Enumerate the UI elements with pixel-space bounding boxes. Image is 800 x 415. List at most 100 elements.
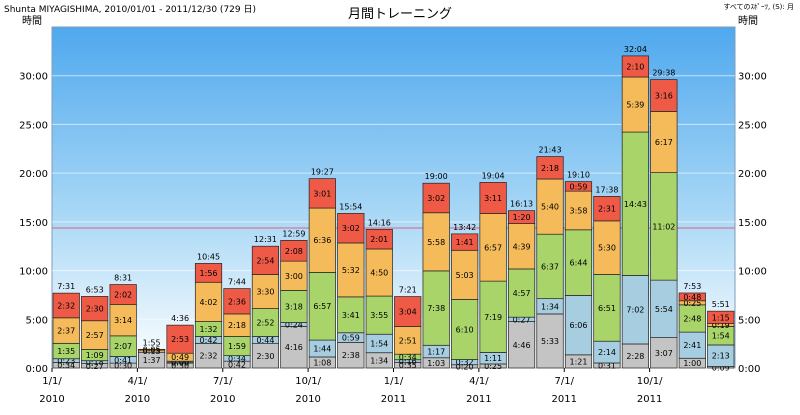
- sport-filter-label: すべてのｽﾎﾟｰﾂ, (S): 月: [723, 3, 794, 11]
- segment-label: 4:50: [370, 269, 388, 278]
- segment-label: 2:32: [57, 301, 75, 310]
- x-tick-label: 1/1/: [42, 376, 62, 387]
- bar-segment: [337, 341, 365, 369]
- bar-segment: [479, 213, 507, 282]
- segment-label: 1:11: [484, 354, 502, 363]
- segment-label: 6:57: [313, 302, 331, 311]
- bar-segment: [109, 303, 137, 337]
- bar-segment: [251, 343, 280, 369]
- segment-label: 2:57: [86, 331, 104, 340]
- bar-segment: [564, 190, 593, 231]
- bar-segment: [650, 111, 678, 174]
- segment-label: 2:37: [57, 327, 75, 336]
- segment-label: 5:39: [626, 101, 644, 110]
- y-tick-label-right: 25:00: [738, 120, 767, 131]
- segment-label: 5:30: [598, 244, 616, 253]
- chart-title: 月間トレーニング: [347, 7, 452, 22]
- segment-label: 2:08: [285, 247, 303, 256]
- segment-label: 0:34: [57, 361, 75, 370]
- x-tick-year: 2010: [39, 394, 64, 405]
- segment-label: 0:31: [598, 361, 616, 370]
- segment-label: 0:59: [569, 182, 587, 191]
- segment-label: 3:58: [569, 206, 587, 215]
- segment-label: 0:18: [86, 358, 104, 367]
- segment-label: 1:34: [541, 302, 559, 311]
- bar-segment: [337, 213, 365, 244]
- y-tick-label-left: 10:00: [19, 267, 48, 278]
- bar-segment: [621, 343, 649, 369]
- segment-label: 14:43: [624, 200, 647, 209]
- bar-segment: [621, 76, 649, 133]
- segment-label: 0:30: [171, 362, 189, 371]
- bar-segment: [251, 308, 280, 337]
- bar-total-label: 14:16: [368, 218, 391, 227]
- bar-total-label: 21:43: [538, 146, 561, 155]
- segment-label: 1:17: [427, 348, 445, 357]
- segment-label: 0:35: [399, 361, 417, 370]
- segment-label: 4:02: [200, 298, 218, 307]
- x-tick-year: 2011: [466, 394, 491, 405]
- segment-label: 0:41: [114, 356, 132, 365]
- bar-segment: [593, 196, 621, 222]
- segment-label: 4:46: [513, 341, 531, 350]
- x-tick-label: 1/1/: [384, 376, 404, 387]
- segment-label: 0:16: [399, 357, 417, 366]
- segment-label: 2:02: [114, 290, 132, 299]
- segment-label: 0:20: [456, 362, 474, 371]
- bar-segment: [564, 229, 593, 296]
- bar-segment: [707, 310, 735, 324]
- segment-label: 2:31: [598, 205, 616, 214]
- segment-label: 1:59: [228, 342, 246, 351]
- segment-label: 2:28: [626, 352, 644, 361]
- bar-total-label: 5:51: [712, 300, 730, 309]
- segment-label: 7:02: [626, 306, 644, 315]
- segment-label: 3:01: [313, 189, 331, 198]
- segment-label: 3:16: [655, 92, 673, 101]
- x-tick-label: 7/1/: [213, 376, 233, 387]
- bar-total-label: 12:31: [254, 235, 277, 244]
- bar-segment: [52, 292, 80, 319]
- bar-total-label: 6:53: [86, 285, 104, 294]
- y-tick-label-right: 15:00: [738, 218, 767, 229]
- bar-segment: [308, 178, 336, 209]
- y-tick-label-left: 20:00: [19, 169, 48, 180]
- x-tick-year: 2010: [210, 394, 235, 405]
- bar-segment: [451, 233, 479, 251]
- segment-label: 0:24: [285, 320, 303, 329]
- segment-label: 6:17: [655, 138, 673, 147]
- segment-label: 3:11: [484, 194, 502, 203]
- bar-segment: [280, 240, 308, 262]
- segment-label: 1:34: [370, 356, 388, 365]
- segment-label: 3:07: [655, 349, 673, 358]
- bar-total-label: 16:13: [510, 200, 533, 209]
- segment-label: 2:13: [712, 352, 730, 361]
- y-tick-label-right: 10:00: [738, 267, 767, 278]
- segment-label: 3:41: [342, 311, 360, 320]
- bar-segment: [507, 223, 536, 270]
- segment-label: 2:32: [200, 352, 218, 361]
- segment-label: 6:36: [313, 236, 331, 245]
- bar-segment: [365, 295, 393, 335]
- segment-label: 2:38: [342, 351, 360, 360]
- bar-segment: [365, 228, 393, 250]
- segment-label: 0:42: [200, 336, 218, 345]
- segment-label: 2:41: [683, 341, 701, 350]
- y-tick-label-right: 0:00: [738, 364, 760, 375]
- bar-segment: [621, 131, 649, 276]
- bar-total-label: 7:53: [683, 282, 701, 291]
- segment-label: 5:32: [342, 266, 360, 275]
- segment-label: 5:40: [541, 203, 559, 212]
- x-tick-year: 2010: [295, 394, 320, 405]
- segment-label: 2:54: [256, 256, 274, 265]
- segment-label: 3:04: [399, 307, 417, 316]
- bar-segment: [194, 281, 223, 322]
- segment-label: 1:00: [683, 359, 701, 368]
- segment-label: 1:32: [200, 325, 218, 334]
- bar-segment: [621, 275, 649, 345]
- bar-total-label: 13:42: [453, 223, 476, 232]
- segment-label: 0:30: [114, 362, 132, 371]
- segment-label: 1:08: [313, 358, 331, 367]
- bar-segment: [593, 220, 621, 275]
- segment-label: 0:27: [513, 315, 531, 324]
- segment-label: 4:16: [285, 343, 303, 352]
